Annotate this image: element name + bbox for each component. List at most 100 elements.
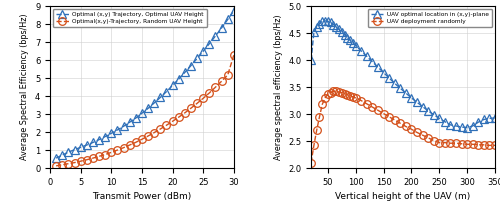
 UAV optimal location in (x,y)-plane xyxy=(420,105,426,108)
 Optimal(x,y)-Trajectory, Random UAV Height xyxy=(133,141,139,144)
 Optimal(x,y)-Trajectory, Random UAV Height xyxy=(145,135,151,137)
 Optimal(x,y)-Trajectory, Random UAV Height xyxy=(84,159,90,161)
Legend:  UAV optimal location in (x,y)-plane,  UAV deployment randomly: UAV optimal location in (x,y)-plane, UAV… xyxy=(368,9,492,27)
 Optimal(x,y)-Trajectory, Random UAV Height xyxy=(139,138,145,140)
 UAV deployment randomly xyxy=(316,116,322,118)
 UAV optimal location in (x,y)-plane xyxy=(408,97,414,99)
 UAV deployment randomly xyxy=(320,103,326,106)
 Optimal(x,y)-Trajectory, Random UAV Height xyxy=(126,144,132,146)
 UAV optimal location in (x,y)-plane xyxy=(339,31,345,33)
 UAV optimal location in (x,y)-plane xyxy=(414,101,420,104)
 Optimal(x,y)-Trajectory, Random UAV Height xyxy=(182,112,188,114)
 Optimal(x,y)-Trajectory, Random UAV Height xyxy=(72,161,78,164)
 UAV deployment randomly xyxy=(370,106,376,108)
 UAV optimal location in (x,y)-plane xyxy=(344,36,350,39)
 UAV optimal location in (x,y)-plane xyxy=(352,44,358,47)
 UAV deployment randomly xyxy=(325,93,331,95)
 UAV deployment randomly xyxy=(358,99,364,102)
 UAV deployment randomly xyxy=(436,141,442,144)
 UAV deployment randomly xyxy=(344,93,350,96)
 Optimal (x,y) Trajectory, Optimal UAV Height xyxy=(139,112,145,114)
 Optimal (x,y) Trajectory, Optimal UAV Height xyxy=(170,84,175,87)
 UAV deployment randomly xyxy=(322,97,328,99)
 UAV deployment randomly xyxy=(442,141,448,144)
 Optimal(x,y)-Trajectory, Random UAV Height xyxy=(206,92,212,94)
 Optimal(x,y)-Trajectory, Random UAV Height xyxy=(120,146,126,149)
 Optimal(x,y)-Trajectory, Random UAV Height xyxy=(158,128,164,130)
 UAV deployment randomly xyxy=(328,91,334,94)
 UAV optimal location in (x,y)-plane xyxy=(458,126,464,128)
 UAV optimal location in (x,y)-plane xyxy=(375,66,381,68)
 UAV optimal location in (x,y)-plane xyxy=(380,71,386,74)
 UAV deployment randomly xyxy=(333,90,339,93)
 UAV optimal location in (x,y)-plane xyxy=(403,92,409,94)
 UAV optimal location in (x,y)-plane xyxy=(322,20,328,22)
 UAV deployment randomly xyxy=(375,109,381,112)
 Optimal (x,y) Trajectory, Optimal UAV Height xyxy=(72,148,78,151)
 UAV deployment randomly xyxy=(336,91,342,93)
 Optimal(x,y)-Trajectory, Random UAV Height xyxy=(176,116,182,118)
 UAV deployment randomly xyxy=(458,142,464,145)
 Optimal (x,y) Trajectory, Optimal UAV Height xyxy=(120,125,126,128)
 UAV deployment randomly xyxy=(414,131,420,134)
 Optimal (x,y) Trajectory, Optimal UAV Height xyxy=(90,141,96,144)
 UAV optimal location in (x,y)-plane xyxy=(492,117,498,119)
 Optimal(x,y)-Trajectory, Random UAV Height xyxy=(60,164,66,166)
 Optimal(x,y)-Trajectory, Random UAV Height xyxy=(231,54,237,56)
 Optimal(x,y)-Trajectory, Random UAV Height xyxy=(53,165,59,167)
X-axis label: Vertical height of the UAV (m): Vertical height of the UAV (m) xyxy=(336,192,470,201)
 UAV optimal location in (x,y)-plane xyxy=(448,124,454,126)
 Optimal (x,y) Trajectory, Optimal UAV Height xyxy=(114,129,120,131)
 UAV deployment randomly xyxy=(308,161,314,164)
 Optimal(x,y)-Trajectory, Random UAV Height xyxy=(218,80,224,83)
 UAV deployment randomly xyxy=(476,144,482,146)
 Optimal(x,y)-Trajectory, Random UAV Height xyxy=(78,160,84,162)
 UAV optimal location in (x,y)-plane xyxy=(470,125,476,127)
 Optimal(x,y)-Trajectory, Random UAV Height xyxy=(102,153,108,156)
 UAV deployment randomly xyxy=(347,94,353,97)
 Optimal (x,y) Trajectory, Optimal UAV Height xyxy=(53,157,59,159)
 UAV deployment randomly xyxy=(364,103,370,105)
 UAV deployment randomly xyxy=(408,128,414,130)
Line:  UAV optimal location in (x,y)-plane: UAV optimal location in (x,y)-plane xyxy=(308,17,499,131)
 UAV deployment randomly xyxy=(464,143,470,146)
 UAV optimal location in (x,y)-plane xyxy=(436,117,442,120)
 UAV optimal location in (x,y)-plane xyxy=(442,120,448,123)
 UAV optimal location in (x,y)-plane xyxy=(347,39,353,42)
 Optimal (x,y) Trajectory, Optimal UAV Height xyxy=(60,154,66,156)
 Optimal(x,y)-Trajectory, Random UAV Height xyxy=(114,149,120,151)
 UAV optimal location in (x,y)-plane xyxy=(336,28,342,31)
 UAV optimal location in (x,y)-plane xyxy=(370,60,376,63)
 UAV deployment randomly xyxy=(430,139,436,142)
 UAV optimal location in (x,y)-plane xyxy=(464,126,470,129)
 UAV optimal location in (x,y)-plane xyxy=(476,121,482,123)
 UAV optimal location in (x,y)-plane xyxy=(342,34,347,36)
 Optimal (x,y) Trajectory, Optimal UAV Height xyxy=(102,135,108,138)
 Optimal(x,y)-Trajectory, Random UAV Height xyxy=(164,124,170,126)
 Optimal (x,y) Trajectory, Optimal UAV Height xyxy=(218,27,224,29)
 UAV optimal location in (x,y)-plane xyxy=(320,20,326,23)
 UAV deployment randomly xyxy=(420,134,426,136)
 UAV optimal location in (x,y)-plane xyxy=(325,20,331,23)
 UAV optimal location in (x,y)-plane xyxy=(392,82,398,85)
 Optimal (x,y) Trajectory, Optimal UAV Height xyxy=(108,132,114,135)
 Optimal (x,y) Trajectory, Optimal UAV Height xyxy=(164,90,170,93)
 UAV optimal location in (x,y)-plane xyxy=(314,26,320,28)
 Optimal (x,y) Trajectory, Optimal UAV Height xyxy=(158,96,164,99)
 Optimal (x,y) Trajectory, Optimal UAV Height xyxy=(145,107,151,110)
 UAV optimal location in (x,y)-plane xyxy=(330,23,336,26)
 UAV optimal location in (x,y)-plane xyxy=(386,77,392,79)
 Optimal(x,y)-Trajectory, Random UAV Height xyxy=(151,131,157,134)
 UAV deployment randomly xyxy=(314,129,320,131)
Legend:  Optimal (x,y) Trajectory, Optimal UAV Height,  Optimal(x,y)-Trajectory, Random : Optimal (x,y) Trajectory, Optimal UAV He… xyxy=(53,9,207,27)
 Optimal (x,y) Trajectory, Optimal UAV Height xyxy=(96,138,102,141)
 UAV deployment randomly xyxy=(342,92,347,95)
Y-axis label: Average Spectral Efficiency (bps/Hz): Average Spectral Efficiency (bps/Hz) xyxy=(20,14,30,160)
 Optimal(x,y)-Trajectory, Random UAV Height xyxy=(194,102,200,105)
 UAV optimal location in (x,y)-plane xyxy=(316,22,322,25)
 Optimal(x,y)-Trajectory, Random UAV Height xyxy=(90,157,96,159)
 UAV deployment randomly xyxy=(330,90,336,93)
 UAV optimal location in (x,y)-plane xyxy=(430,113,436,116)
 UAV deployment randomly xyxy=(386,116,392,118)
 UAV optimal location in (x,y)-plane xyxy=(425,110,431,112)
